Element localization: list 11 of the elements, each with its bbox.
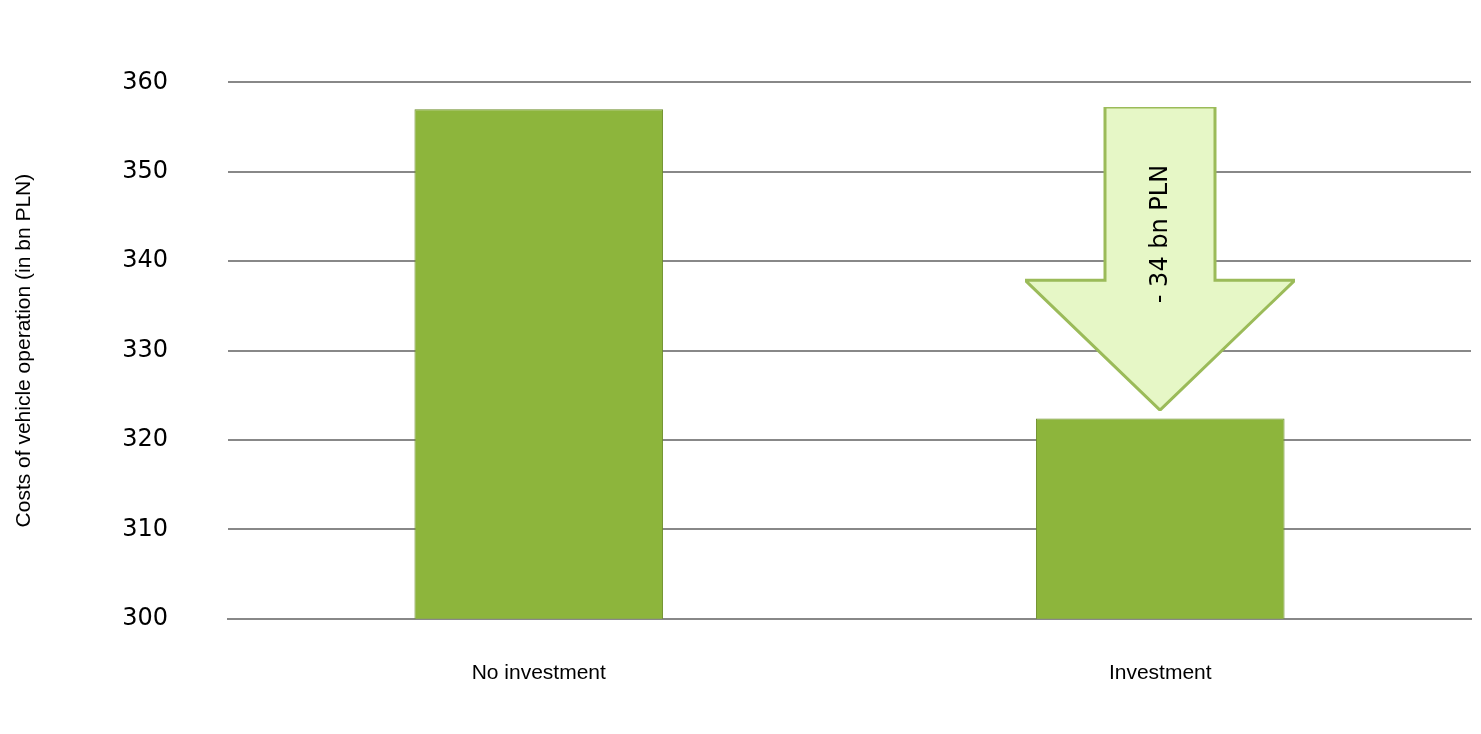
y-tick-label: 350 [122,156,169,185]
x-tick-label: No investment [471,660,607,684]
x-tick-label: Investment [1108,660,1212,684]
y-axis-title: Costs of vehicle operation (in bn PLN) [11,173,35,528]
y-tick-label: 330 [122,334,169,363]
y-tick-label: 310 [122,513,169,542]
y-tick-label: 340 [122,245,169,274]
y-tick-label: 300 [122,603,169,632]
y-tick-label: 360 [122,66,169,95]
annotation: - 34 bn PLN [1145,163,1175,306]
y-tick-label: 320 [122,424,169,453]
